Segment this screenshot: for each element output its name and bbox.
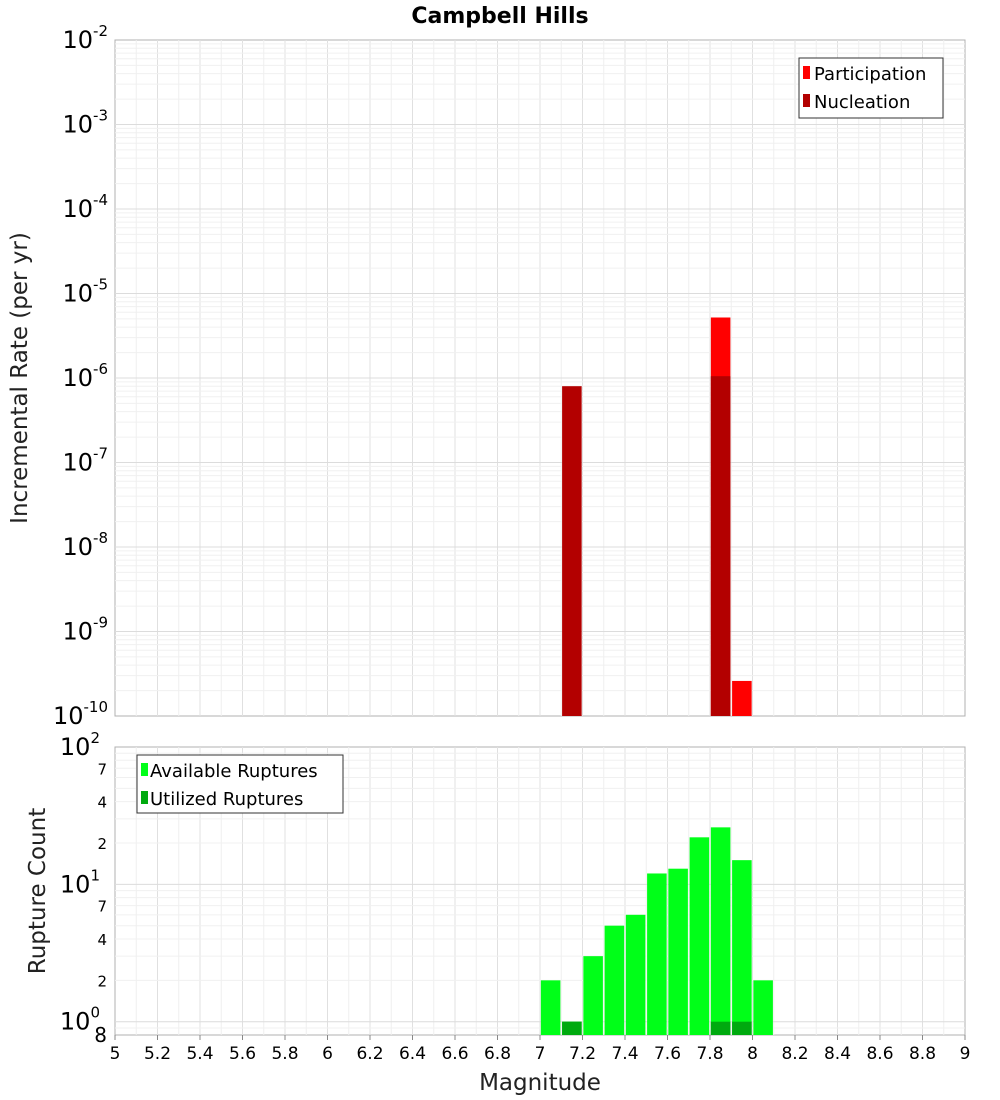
- bar-available-ruptures: [753, 980, 773, 1035]
- legend-swatch-utilized-ruptures: [141, 791, 148, 804]
- top-bars: [562, 317, 752, 716]
- x-tick-label: 5.6: [229, 1044, 256, 1064]
- legend-swatch-available-ruptures: [141, 763, 148, 776]
- bottom-legend: Available Ruptures Utilized Ruptures: [136, 754, 344, 814]
- x-tick-label: 6.8: [484, 1044, 511, 1064]
- legend-swatch-participation: [803, 66, 810, 79]
- top-y-tick-label: 10-2: [62, 22, 108, 54]
- bottom-y-tick-label: 8: [94, 1023, 107, 1047]
- x-tick-label: 5.2: [144, 1044, 171, 1064]
- bar-available-ruptures: [604, 925, 625, 1035]
- bottom-y-axis-label: Rupture Count: [25, 808, 51, 974]
- x-tick-label: 9: [960, 1044, 971, 1064]
- top-legend: Participation Nucleation: [798, 57, 944, 119]
- x-tick-label: 6.4: [399, 1044, 426, 1064]
- x-tick-label: 6.2: [356, 1044, 383, 1064]
- bar-available-ruptures: [583, 956, 603, 1035]
- bar-nucleation: [562, 386, 582, 716]
- bottom-legend-box: [136, 754, 344, 814]
- bar-available-ruptures: [732, 860, 752, 1035]
- x-tick-label: 8: [747, 1044, 758, 1064]
- top-y-tick-label: 10-7: [62, 445, 108, 477]
- legend-label-nucleation: Nucleation: [814, 92, 910, 113]
- top-legend-box: [798, 57, 944, 119]
- x-tick-label: 7.2: [569, 1044, 596, 1064]
- x-tick-label: 7.6: [654, 1044, 681, 1064]
- top-y-axis-label: Incremental Rate (per yr): [7, 232, 33, 524]
- top-y-tick-label: 10-9: [62, 614, 108, 646]
- legend-label-utilized-ruptures: Utilized Ruptures: [150, 789, 303, 810]
- bar-utilized-ruptures: [562, 1021, 582, 1035]
- x-tick-label: 7: [535, 1044, 546, 1064]
- bar-available-ruptures: [710, 827, 731, 1035]
- top-y-tick-label: 10-3: [62, 107, 108, 139]
- bar-available-ruptures: [647, 873, 667, 1035]
- bottom-y-decade-label: 102: [60, 729, 100, 761]
- x-tick-label: 6.6: [441, 1044, 468, 1064]
- bar-available-ruptures: [625, 914, 646, 1035]
- bottom-y-tick-label: 7: [97, 898, 107, 916]
- x-tick-label: 7.8: [696, 1044, 723, 1064]
- legend-label-participation: Participation: [814, 64, 926, 85]
- top-y-tick-labels: 10-10 10-9 10-8 10-7 10-6 10-5 10-4 10-3 10-2: [53, 22, 108, 730]
- chart-title: Campbell Hills: [411, 4, 588, 29]
- x-tick-label: 5.4: [186, 1044, 213, 1064]
- x-axis-label: Magnitude: [479, 1070, 601, 1096]
- top-y-tick-label: 10-4: [62, 191, 108, 223]
- bottom-y-tick-label: 4: [97, 794, 107, 812]
- x-tick-label: 8.4: [824, 1044, 851, 1064]
- top-y-tick-label: 10-8: [62, 529, 108, 561]
- bottom-y-tick-label: 2: [97, 972, 107, 990]
- x-tick-label: 7.4: [611, 1044, 638, 1064]
- bottom-y-tick-label: 2: [97, 835, 107, 853]
- x-tick-label: 8.8: [909, 1044, 936, 1064]
- top-gridlines: [115, 40, 965, 716]
- legend-label-available-ruptures: Available Ruptures: [150, 761, 318, 782]
- bottom-y-tick-label: 7: [97, 760, 107, 778]
- bar-nucleation: [710, 376, 731, 716]
- top-y-tick-label: 10-6: [62, 360, 108, 392]
- bottom-y-tick-label: 4: [97, 931, 107, 949]
- bar-available-ruptures: [689, 837, 710, 1035]
- bar-participation: [732, 680, 752, 716]
- bottom-y-decade-label: 101: [60, 866, 100, 898]
- x-tick-labels: 5 5.2 5.4 5.6 5.8 6 6.2 6.4 6.6 6.8 7 7.2 7.4 7.6 7.8 8…: [110, 1035, 971, 1064]
- top-y-tick-label: 10-5: [62, 276, 108, 308]
- bottom-panel: 100 101 102 8 2 4 7 2 4 7 5 5.2 5.4 5.6 5.8 6 6.2 6.4 6.6…: [25, 729, 970, 1096]
- bar-available-ruptures: [540, 980, 561, 1035]
- top-y-tick-label: 10-10: [53, 698, 108, 730]
- bar-utilized-ruptures: [732, 1021, 752, 1035]
- x-tick-label: 5.8: [271, 1044, 298, 1064]
- bottom-y-decade-label: 100: [60, 1004, 100, 1036]
- bottom-y-tick-labels: 100 101 102 8 2 4 7 2 4 7: [60, 729, 107, 1047]
- x-tick-label: 8.2: [781, 1044, 808, 1064]
- bottom-bars: [540, 827, 773, 1035]
- x-tick-label: 5: [110, 1044, 121, 1064]
- top-panel: 10-10 10-9 10-8 10-7 10-6 10-5 10-4 10-3 10-2 Ca…: [7, 4, 966, 730]
- x-tick-label: 6: [322, 1044, 333, 1064]
- legend-swatch-nucleation: [803, 94, 810, 107]
- x-tick-label: 8.6: [866, 1044, 893, 1064]
- bar-available-ruptures: [668, 868, 688, 1035]
- bar-utilized-ruptures: [710, 1021, 731, 1035]
